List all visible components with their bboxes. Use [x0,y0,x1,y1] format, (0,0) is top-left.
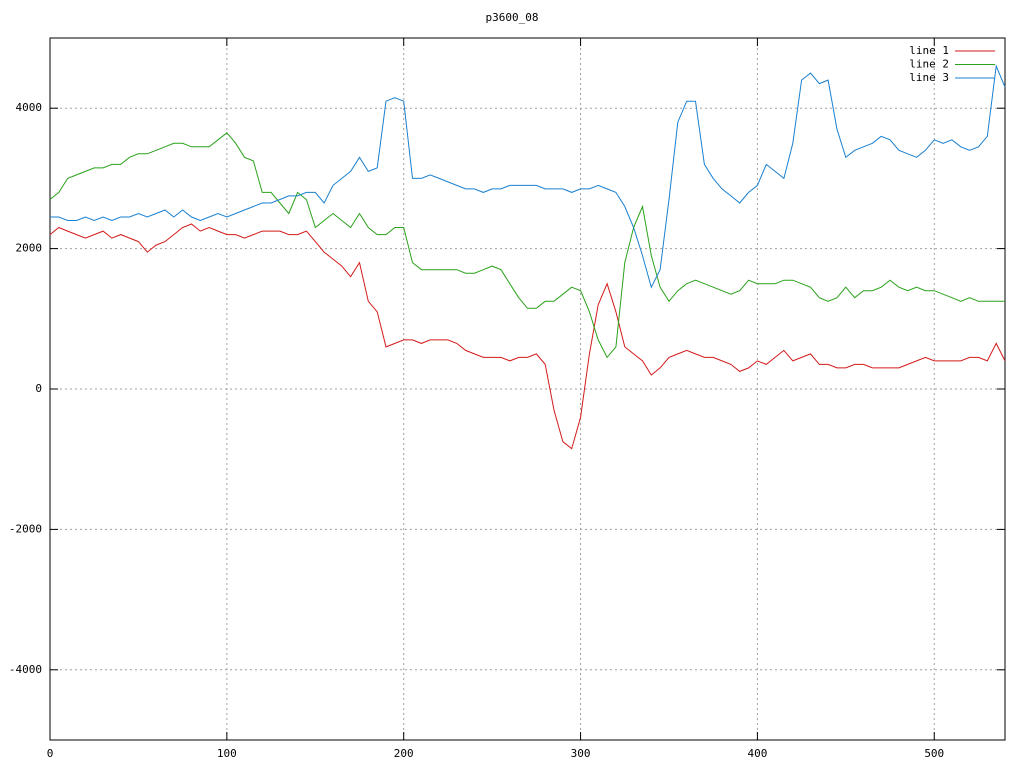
y-tick-label: -4000 [9,663,42,676]
legend-label: line 3 [909,71,949,84]
legend-label: line 2 [909,58,949,71]
line-series [50,64,1006,289]
legend-label: line 1 [909,44,949,57]
line-series [49,132,1005,359]
x-tick-label: 200 [394,747,414,760]
x-tick-label: 300 [571,747,591,760]
chart-title: p3600_08 [486,11,539,24]
line-series [49,223,1006,450]
x-tick-label: 100 [217,747,237,760]
x-tick-label: 0 [47,747,54,760]
y-tick-label: 4000 [16,101,43,114]
plot-frame [49,37,1006,741]
y-tick-label: 2000 [16,242,43,255]
x-tick-label: 400 [747,747,767,760]
x-tick-label: 500 [924,747,944,760]
y-tick-label: -2000 [9,522,42,535]
y-tick-label: 0 [35,382,42,395]
